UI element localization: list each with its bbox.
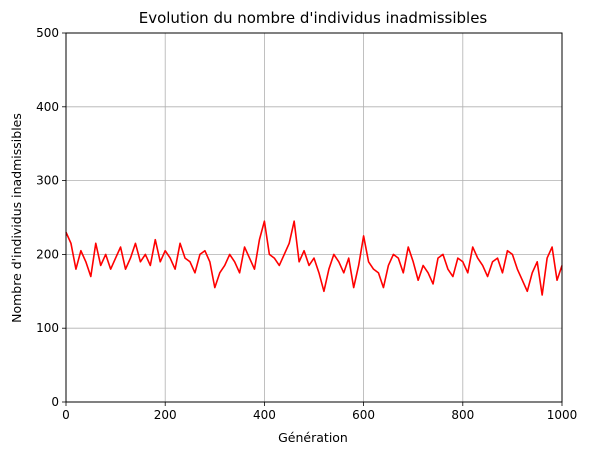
x-tick-label: 200 bbox=[154, 408, 177, 422]
x-tick-label: 400 bbox=[253, 408, 276, 422]
x-tick-label: 1000 bbox=[547, 408, 578, 422]
x-tick-label: 0 bbox=[62, 408, 70, 422]
chart-title: Evolution du nombre d'individus inadmiss… bbox=[139, 9, 488, 27]
y-axis-label: Nombre d'individus inadmissibles bbox=[9, 113, 24, 323]
y-tick-label: 200 bbox=[36, 247, 59, 261]
x-tick-label: 600 bbox=[352, 408, 375, 422]
y-tick-label: 300 bbox=[36, 174, 59, 188]
y-tick-label: 0 bbox=[51, 395, 59, 409]
x-axis-label: Génération bbox=[278, 430, 348, 445]
plot-frame bbox=[65, 32, 563, 403]
grid-lines bbox=[65, 32, 563, 403]
axis-ticks: 0 200 400 600 800 1000 0 100 200 300 400 500 bbox=[36, 26, 577, 422]
y-tick-label: 400 bbox=[36, 100, 59, 114]
y-tick-label: 500 bbox=[36, 26, 59, 40]
y-tick-label: 100 bbox=[36, 321, 59, 335]
data-series bbox=[65, 220, 563, 296]
x-tick-label: 800 bbox=[451, 408, 474, 422]
series-line bbox=[65, 220, 563, 296]
